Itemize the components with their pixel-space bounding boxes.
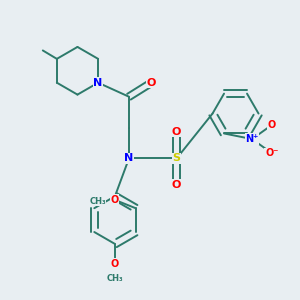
- Text: S: S: [172, 153, 181, 164]
- Text: O: O: [172, 180, 181, 190]
- Text: O: O: [172, 127, 181, 137]
- Text: O: O: [268, 120, 276, 130]
- Text: N: N: [94, 78, 103, 88]
- Text: CH₃: CH₃: [89, 197, 106, 206]
- Text: N: N: [124, 153, 134, 164]
- Text: O: O: [110, 195, 119, 205]
- Text: O: O: [111, 259, 119, 269]
- Text: O⁻: O⁻: [265, 148, 278, 158]
- Text: CH₃: CH₃: [106, 274, 123, 284]
- Text: N⁺: N⁺: [245, 134, 259, 144]
- Text: O: O: [147, 78, 156, 88]
